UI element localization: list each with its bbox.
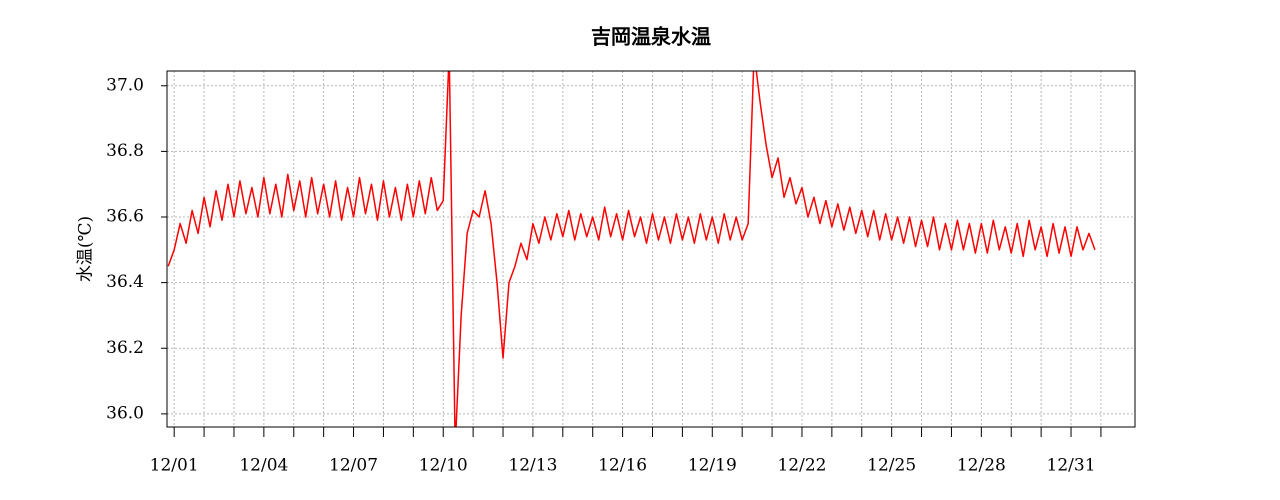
y-axis-label: 水温(℃)	[76, 216, 96, 282]
y-tick-label: 36.0	[106, 403, 144, 423]
x-tick-label: 12/04	[239, 456, 288, 476]
chart-title: 吉岡温泉水温	[591, 25, 711, 49]
x-tick-label: 12/07	[329, 456, 378, 476]
y-tick-label: 37.0	[106, 75, 144, 95]
plot-frame	[166, 70, 1136, 428]
y-tick-label: 36.4	[106, 272, 144, 292]
x-tick-label: 12/13	[508, 456, 557, 476]
x-tick-label: 12/28	[957, 456, 1006, 476]
y-tick-label: 36.6	[106, 207, 144, 227]
x-tick-label: 12/31	[1047, 456, 1096, 476]
x-tick-label: 12/22	[777, 456, 826, 476]
x-tick-label: 12/25	[867, 456, 916, 476]
x-tick-label: 12/01	[150, 456, 199, 476]
y-tick-label: 36.8	[106, 141, 144, 161]
x-tick-label: 12/19	[688, 456, 737, 476]
y-tick-label: 36.2	[106, 338, 144, 358]
x-tick-label: 12/16	[598, 456, 647, 476]
data-line	[167, 71, 1096, 427]
x-tick-label: 12/10	[419, 456, 468, 476]
